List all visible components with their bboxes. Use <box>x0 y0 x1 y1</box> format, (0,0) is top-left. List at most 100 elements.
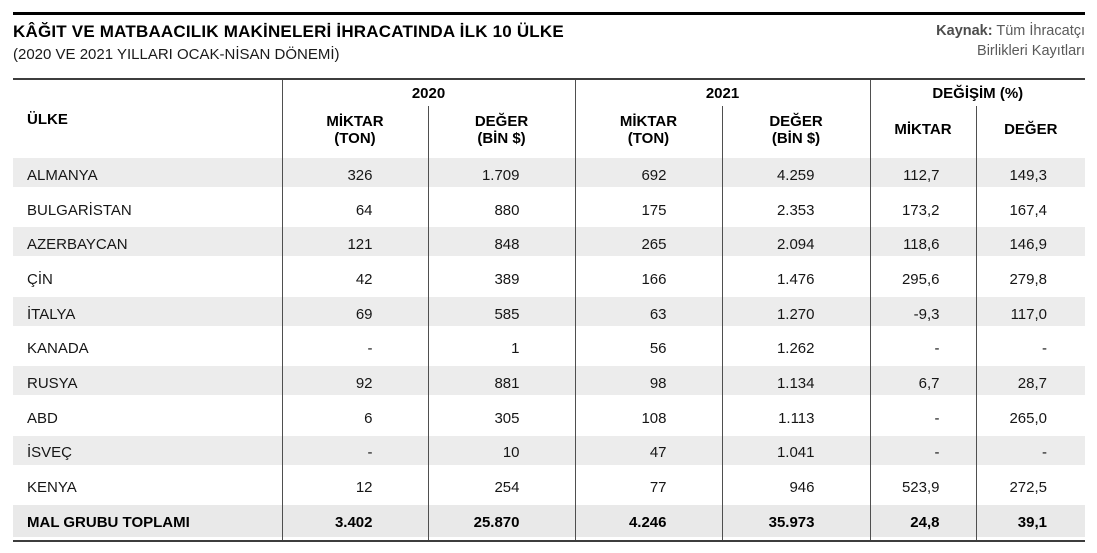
value-cell: 77 <box>574 470 722 505</box>
table-row: ALMANYA 326 1.709 692 4.259 112,7 149,3 <box>13 158 1085 193</box>
country-cell: ÇİN <box>27 270 53 288</box>
value-cell: 265 <box>574 227 722 263</box>
value-cell: 692 <box>574 158 722 193</box>
value-cell: 28,7 <box>975 366 1085 401</box>
value-cell: 98 <box>574 366 722 401</box>
page-subtitle: (2020 VE 2021 YILLARI OCAK-NİSAN DÖNEMİ) <box>13 45 340 63</box>
value-cell: 12 <box>281 470 428 505</box>
value-cell: 117,0 <box>975 296 1085 332</box>
column-header-country: ÜLKE <box>27 110 68 128</box>
table-row: RUSYA 92 881 98 1.134 6,7 28,7 <box>13 366 1085 401</box>
total-value-cell: 39,1 <box>975 504 1085 541</box>
country-cell: ABD <box>27 409 58 427</box>
value-cell: 2.094 <box>721 227 870 263</box>
column-header-2021-value: DEĞER (BİN $) <box>721 106 870 158</box>
header-sub-row: MİKTAR (TON) DEĞER (BİN $) MİKTAR (TON) DEĞ… <box>13 106 1085 158</box>
country-cell: BULGARİSTAN <box>27 201 132 219</box>
value-cell: 881 <box>427 366 575 401</box>
value-cell: 2.353 <box>721 192 870 228</box>
source-text-2: Birlikleri Kayıtları <box>977 42 1085 59</box>
value-cell: 305 <box>427 400 575 436</box>
total-value-cell: 25.870 <box>427 504 575 541</box>
total-value-cell: 3.402 <box>281 504 428 541</box>
value-cell: 10 <box>427 435 575 471</box>
value-cell: - <box>869 435 976 471</box>
column-header-2020-value: DEĞER (BİN $) <box>427 106 575 158</box>
value-cell: 523,9 <box>869 470 976 505</box>
export-data-table: ÜLKE 2020 2021 DEĞİŞİM (%) MİKTAR (TON) D… <box>13 78 1085 542</box>
value-cell: 63 <box>574 296 722 332</box>
value-cell: 254 <box>427 470 575 505</box>
value-cell: 946 <box>721 470 870 505</box>
header-block: KÂĞIT VE MATBAACILIK MAKİNELERİ İHRACATI… <box>13 12 1085 78</box>
total-value-cell: 4.246 <box>574 504 722 541</box>
value-cell: - <box>281 435 428 471</box>
column-group-2020: 2020 <box>281 79 575 106</box>
value-cell: - <box>869 331 976 367</box>
value-cell: - <box>975 331 1085 367</box>
column-header-2021-amount: MİKTAR (TON) <box>574 106 722 158</box>
page-title: KÂĞIT VE MATBAACILIK MAKİNELERİ İHRACATI… <box>13 22 564 41</box>
value-cell: 1.041 <box>721 435 870 471</box>
value-cell: 69 <box>281 296 428 332</box>
column-header-2020-amount: MİKTAR (TON) <box>281 106 428 158</box>
column-header-change-amount: MİKTAR <box>869 106 976 158</box>
value-cell: 389 <box>427 262 575 297</box>
table-row: KANADA - 1 56 1.262 - - <box>13 331 1085 367</box>
source-text-1: Tüm İhracatçı <box>996 23 1085 39</box>
value-cell: 295,6 <box>869 262 976 297</box>
column-group-2021: 2021 <box>574 79 870 106</box>
value-cell: 265,0 <box>975 400 1085 436</box>
table-row: ÇİN 42 389 166 1.476 295,6 279,8 <box>13 262 1085 297</box>
value-cell: - <box>281 331 428 367</box>
value-cell: 272,5 <box>975 470 1085 505</box>
value-cell: 6 <box>281 400 428 436</box>
value-cell: - <box>975 435 1085 471</box>
value-cell: 326 <box>281 158 428 193</box>
value-cell: -9,3 <box>869 296 976 332</box>
value-cell: 1.134 <box>721 366 870 401</box>
table-body: ALMANYA 326 1.709 692 4.259 112,7 149,3 … <box>13 158 1085 541</box>
value-cell: 880 <box>427 192 575 228</box>
value-cell: 167,4 <box>975 192 1085 228</box>
value-cell: 118,6 <box>869 227 976 263</box>
value-cell: 6,7 <box>869 366 976 401</box>
value-cell: 1.709 <box>427 158 575 193</box>
column-header-change-value: DEĞER <box>975 106 1085 158</box>
value-cell: 4.259 <box>721 158 870 193</box>
value-cell: 47 <box>574 435 722 471</box>
value-cell: 1 <box>427 331 575 367</box>
value-cell: 56 <box>574 331 722 367</box>
country-cell: RUSYA <box>13 366 282 401</box>
table-total-row: MAL GRUBU TOPLAMI 3.402 25.870 4.246 35.… <box>13 504 1085 541</box>
table-row: AZERBAYCAN 121 848 265 2.094 118,6 146,9 <box>13 227 1085 263</box>
header-group-row: ÜLKE 2020 2021 DEĞİŞİM (%) <box>13 79 1085 128</box>
value-cell: 173,2 <box>869 192 976 228</box>
column-group-change: DEĞİŞİM (%) <box>869 79 1085 106</box>
source-line-1: Kaynak: Tüm İhracatçı <box>936 22 1085 42</box>
table-row: ABD 6 305 108 1.113 - 265,0 <box>13 400 1085 436</box>
value-cell: 1.476 <box>721 262 870 297</box>
country-cell: İSVEÇ <box>13 435 282 471</box>
value-cell: 1.270 <box>721 296 870 332</box>
table-row: BULGARİSTAN 64 880 175 2.353 173,2 167,4 <box>13 192 1085 228</box>
value-cell: 112,7 <box>869 158 976 193</box>
total-value-cell: 24,8 <box>869 504 976 541</box>
source-label: Kaynak: <box>936 23 993 39</box>
country-cell: ALMANYA <box>13 158 282 193</box>
table-header: ÜLKE 2020 2021 DEĞİŞİM (%) MİKTAR (TON) D… <box>13 79 1085 158</box>
value-cell: 279,8 <box>975 262 1085 297</box>
value-cell: 42 <box>281 262 428 297</box>
value-cell: 121 <box>281 227 428 263</box>
value-cell: 848 <box>427 227 575 263</box>
value-cell: 175 <box>574 192 722 228</box>
value-cell: 146,9 <box>975 227 1085 263</box>
country-cell: İTALYA <box>13 296 282 332</box>
country-cell: KANADA <box>27 340 89 358</box>
table-row: İTALYA 69 585 63 1.270 -9,3 117,0 <box>13 296 1085 332</box>
table-row: İSVEÇ - 10 47 1.041 - - <box>13 435 1085 471</box>
table-row: KENYA 12 254 77 946 523,9 272,5 <box>13 470 1085 505</box>
value-cell: 92 <box>281 366 428 401</box>
value-cell: 1.113 <box>721 400 870 436</box>
